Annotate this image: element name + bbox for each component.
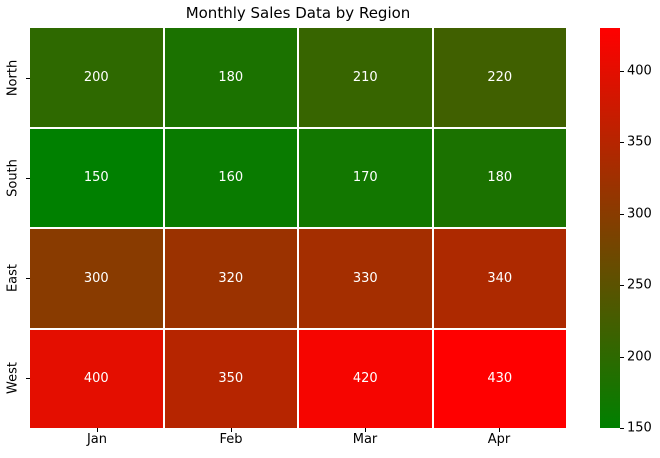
heatmap-cell: 150 (30, 128, 163, 227)
y-tick-label: West (5, 362, 21, 394)
colorbar-tick-label: 150 (627, 420, 652, 436)
colorbar-tick-mark (620, 213, 624, 215)
colorbar-tick-label: 350 (627, 134, 652, 150)
colorbar-tick-mark (620, 142, 624, 144)
cell-value: 350 (218, 371, 244, 387)
y-tick-label: North (5, 59, 21, 97)
x-tick-label: Jan (86, 432, 108, 447)
x-tick-mark (365, 428, 366, 432)
cell-value: 150 (83, 170, 109, 186)
x-tick-mark (97, 428, 98, 432)
cell-value: 180 (487, 170, 513, 186)
colorbar-tick-mark (620, 285, 624, 287)
x-tick-label: Feb (219, 432, 243, 447)
heatmap-cell: 340 (433, 229, 566, 328)
cell-value: 300 (83, 270, 109, 286)
heatmap-cell: 210 (299, 28, 432, 127)
heatmap: 200 180 210 220 150 160 170 180 300 320 330 340 400 3… (30, 28, 566, 428)
heatmap-cell: 420 (299, 329, 432, 428)
cell-value: 160 (218, 170, 244, 186)
y-tick-mark (26, 78, 30, 79)
heatmap-cell: 180 (164, 28, 297, 127)
colorbar-tick-mark (620, 356, 624, 358)
heatmap-cell: 160 (164, 128, 297, 227)
cell-value: 420 (352, 371, 378, 387)
colorbar-tick-label: 300 (627, 206, 652, 222)
cell-value: 200 (83, 69, 109, 85)
x-tick-mark (231, 428, 232, 432)
chart-title: Monthly Sales Data by Region (185, 4, 411, 22)
y-tick-mark (26, 378, 30, 379)
heatmap-cell: 220 (433, 28, 566, 127)
cell-value: 210 (352, 69, 378, 85)
colorbar-tick-label: 400 (627, 63, 652, 79)
x-tick-mark (499, 428, 500, 432)
x-tick-label: Apr (487, 432, 511, 447)
cell-value: 430 (487, 371, 513, 387)
cell-value: 330 (352, 270, 378, 286)
colorbar (600, 28, 620, 428)
heatmap-cell: 350 (164, 329, 297, 428)
heatmap-cell: 300 (30, 229, 163, 328)
x-tick-label: Mar (352, 432, 378, 447)
colorbar-tick-label: 200 (627, 349, 652, 365)
cell-value: 400 (83, 371, 109, 387)
cell-value: 340 (487, 270, 513, 286)
heatmap-cell: 430 (433, 329, 566, 428)
heatmap-cell: 320 (164, 229, 297, 328)
y-tick-label: East (5, 263, 21, 293)
cell-value: 170 (352, 170, 378, 186)
colorbar-tick-label: 250 (627, 277, 652, 293)
heatmap-cell: 200 (30, 28, 163, 127)
heatmap-cell: 170 (299, 128, 432, 227)
heatmap-cell: 330 (299, 229, 432, 328)
cell-value: 320 (218, 270, 244, 286)
cell-value: 180 (218, 69, 244, 85)
colorbar-tick-mark (620, 70, 624, 72)
heatmap-cell: 400 (30, 329, 163, 428)
colorbar-tick-mark (620, 428, 624, 429)
heatmap-cell: 180 (433, 128, 566, 227)
cell-value: 220 (487, 69, 513, 85)
y-tick-label: South (5, 159, 21, 197)
y-tick-mark (26, 278, 30, 279)
y-tick-mark (26, 178, 30, 179)
